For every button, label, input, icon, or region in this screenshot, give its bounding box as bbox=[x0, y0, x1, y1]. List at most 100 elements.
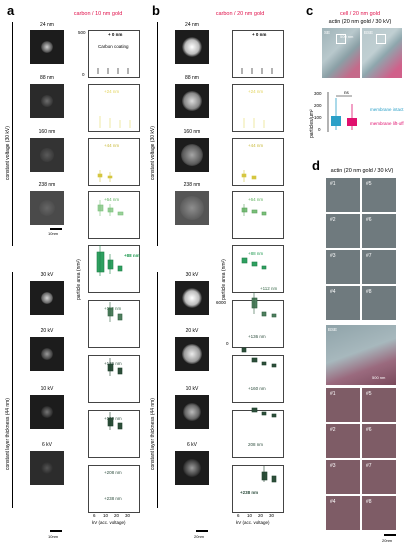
c-bse-label: BSE bbox=[364, 30, 374, 35]
b-tile-24nm bbox=[175, 30, 209, 64]
b-label-6: 20 kV bbox=[185, 328, 199, 334]
b-plot-marks bbox=[241, 68, 277, 483]
a-y-tick-zero: 0 bbox=[82, 72, 85, 77]
c-y-tick-300: 300 bbox=[314, 91, 322, 96]
d-pink-cell-7-num: #7 bbox=[366, 463, 372, 469]
c-y-label: particles/µm² bbox=[309, 109, 315, 138]
d-gray-cell-2-num: #2 bbox=[330, 217, 336, 223]
b-y-tick-zero: 0 bbox=[226, 341, 229, 346]
c-y-tick-0: 0 bbox=[318, 127, 321, 132]
c-y-tick-200: 200 bbox=[314, 103, 322, 108]
b-label-2: 88 nm bbox=[185, 75, 199, 81]
a-annot-112: +112 nm bbox=[104, 306, 122, 311]
b-plot-2 bbox=[232, 84, 284, 132]
panel-a-title: carbon / 10 nm gold bbox=[73, 11, 123, 17]
panel-b-group-bar-voltage bbox=[157, 22, 158, 246]
b-annot-136: +136 nm bbox=[248, 334, 266, 339]
d-pink-cell-5: #5 bbox=[362, 388, 396, 422]
b-tile-30kv bbox=[175, 281, 209, 315]
a-annot-238: +238 nm bbox=[104, 496, 122, 501]
a-scalebar-bottom bbox=[50, 530, 62, 532]
c-legend-liftoff: membrane lift-off bbox=[370, 121, 404, 126]
a-label-8: 6 kV bbox=[41, 442, 52, 448]
a-label-3: 160 nm bbox=[38, 129, 56, 135]
b-x-tick-6: 6 bbox=[237, 513, 240, 518]
d-gray-cell-1-num: #1 bbox=[330, 181, 336, 187]
panel-a-letter: a bbox=[7, 3, 15, 18]
a-scale-top-label: 10nm bbox=[48, 231, 59, 236]
b-label-7: 10 kV bbox=[185, 386, 199, 392]
b-tile-88nm bbox=[175, 84, 209, 118]
b-label-3: 160 nm bbox=[183, 129, 201, 135]
b-annot-238: +238 nm bbox=[240, 490, 259, 495]
a-x-tick-30: 30 bbox=[125, 513, 131, 518]
b-annot-24: +24 nm bbox=[248, 89, 264, 94]
b-tile-160nm bbox=[175, 138, 209, 172]
d-pink-cell-4: #4 bbox=[326, 496, 360, 530]
panel-a-group-label-thickness: constant layer thickness (44 nm) bbox=[5, 398, 11, 470]
a-label-1: 24 nm bbox=[40, 22, 54, 28]
c-scale-label: 500 nm bbox=[340, 34, 354, 39]
panel-b-group-label-voltage: constant voltage (30 kV) bbox=[150, 126, 156, 180]
b-plot-5 bbox=[232, 245, 284, 293]
a-tile-238nm bbox=[30, 191, 64, 225]
b-plot-9 bbox=[232, 465, 284, 513]
a-annot-160: +160 nm bbox=[104, 416, 122, 421]
b-annot-0: + 0 nm bbox=[252, 32, 267, 37]
a-scalebar-top bbox=[50, 228, 62, 230]
a-label-6: 20 kV bbox=[40, 328, 54, 334]
a-tile-20kv bbox=[30, 337, 64, 371]
b-x-tick-10: 10 bbox=[247, 513, 253, 518]
a-x-tick-10: 10 bbox=[103, 513, 109, 518]
panel-c-title: cell / 20 nm gold bbox=[339, 11, 381, 17]
a-y-label: particle area (nm²) bbox=[76, 259, 82, 300]
panel-d-letter: d bbox=[312, 158, 320, 173]
b-x-tick-20: 20 bbox=[258, 513, 264, 518]
c-y-tick-100: 100 bbox=[314, 115, 322, 120]
a-plot-marks bbox=[96, 68, 131, 430]
a-annot-64: +64 nm bbox=[104, 197, 120, 202]
a-plot-2 bbox=[88, 84, 140, 132]
c-se-label: SE bbox=[324, 30, 331, 35]
panel-b-group-label-thickness: constant layer thickness (44 nm) bbox=[150, 398, 156, 470]
b-tile-20kv bbox=[175, 337, 209, 371]
d-bse-image: BSE 500 nm bbox=[326, 325, 396, 385]
panel-c-letter: c bbox=[306, 3, 314, 18]
d-gray-cell-1: #1 bbox=[326, 178, 360, 212]
panel-b-group-bar-thickness bbox=[157, 272, 158, 508]
panel-a-group-label-voltage: constant voltage (30 kV) bbox=[5, 126, 11, 180]
c-ns-label: ns bbox=[344, 90, 349, 95]
a-x-tick-20: 20 bbox=[114, 513, 120, 518]
a-scale-bottom-label: 10nm bbox=[48, 534, 59, 539]
b-scale-label: 20nm bbox=[194, 534, 205, 539]
b-plot-4 bbox=[232, 191, 284, 239]
b-y-label: particle area (nm²) bbox=[221, 259, 227, 300]
b-plot-1 bbox=[232, 30, 284, 78]
d-gray-cell-2: #2 bbox=[326, 214, 360, 248]
b-plot-6 bbox=[232, 300, 284, 348]
b-tile-10kv bbox=[175, 395, 209, 429]
a-tile-30kv bbox=[30, 281, 64, 315]
a-label-7: 10 kV bbox=[40, 386, 54, 392]
panel-a-group-bar-thickness bbox=[12, 272, 13, 508]
d-gray-cell-5-num: #5 bbox=[366, 181, 372, 187]
b-annot-44: +44 nm bbox=[248, 143, 264, 148]
c-bse-image: BSE bbox=[362, 28, 402, 78]
c-box-liftoff bbox=[347, 118, 357, 126]
a-tile-160nm bbox=[30, 138, 64, 172]
b-label-8: 6 kV bbox=[186, 442, 197, 448]
d-gray-cell-4: #4 bbox=[326, 286, 360, 320]
a-label-5: 30 kV bbox=[40, 272, 54, 278]
c-boxplot bbox=[327, 92, 357, 132]
c-se-roi-box bbox=[336, 34, 346, 44]
b-annot-88: +88 nm bbox=[248, 251, 264, 256]
b-tile-238nm bbox=[175, 191, 209, 225]
b-x-label: kV (acc. voltage) bbox=[236, 520, 270, 525]
a-tile-10kv bbox=[30, 395, 64, 429]
b-annot-64: +64 nm bbox=[248, 197, 264, 202]
panel-d-title: actin (20 nm gold / 30 kV) bbox=[330, 168, 394, 174]
a-label-2: 88 nm bbox=[40, 75, 54, 81]
a-plot-6 bbox=[88, 300, 140, 348]
b-y-tick-top: 6000 bbox=[216, 300, 227, 305]
b-plot-8 bbox=[232, 410, 284, 458]
